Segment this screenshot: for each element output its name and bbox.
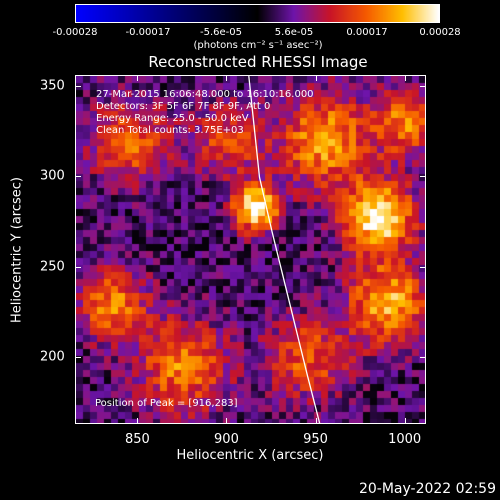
annotation-detectors: Detectors: 3F 5F 6F 7F 8F 9F, Att 0 (96, 101, 271, 112)
y-tick-mark (75, 176, 81, 178)
x-tick-mark (404, 418, 406, 424)
y-tick-label: 200 (40, 349, 65, 365)
heatmap-image (76, 76, 425, 423)
colorbar-tick-label: 0.00028 (419, 27, 461, 38)
annotation-counts: Clean Total counts: 3.75E+03 (96, 125, 244, 136)
x-axis-label: Heliocentric X (arcsec) (176, 448, 324, 463)
y-tick-mark (420, 176, 426, 178)
annotation-peak: Position of Peak = [916,283] (95, 398, 238, 409)
limb-curve (248, 76, 321, 423)
colorbar (75, 4, 440, 23)
colorbar-tick-label: -0.00028 (52, 27, 98, 38)
x-tick-mark (315, 75, 317, 81)
x-tick-mark (226, 418, 228, 424)
x-tick-label: 1000 (388, 432, 422, 447)
y-tick-label: 250 (40, 259, 65, 275)
solar-limb-line (248, 76, 321, 423)
y-tick-mark (75, 266, 81, 268)
y-tick-mark (420, 266, 426, 268)
y-tick-mark (75, 357, 81, 359)
x-tick-mark (137, 75, 139, 81)
colorbar-tick-label: 0.00017 (346, 27, 388, 38)
x-tick-label: 900 (214, 432, 239, 447)
x-tick-mark (404, 75, 406, 81)
y-tick-label: 350 (40, 78, 65, 94)
annotation-energy: Energy Range: 25.0 - 50.0 keV (96, 113, 249, 124)
y-tick-mark (420, 357, 426, 359)
x-tick-label: 850 (124, 432, 150, 447)
x-tick-mark (226, 75, 228, 81)
x-tick-label: 950 (303, 432, 328, 447)
colorbar-tick-label: -0.00017 (125, 27, 171, 38)
annotation-time: 27-Mar-2015 16:06:48.000 to 16:10:16.000 (96, 89, 314, 100)
y-tick-mark (420, 85, 426, 87)
y-tick-label: 300 (40, 168, 65, 184)
x-tick-mark (315, 418, 317, 424)
colorbar-tick-label: -5.6e-05 (200, 27, 242, 38)
colorbar-units: (photons cm⁻² s⁻¹ asec⁻²) (193, 40, 323, 51)
timestamp: 20-May-2022 02:59 (358, 481, 496, 497)
y-axis-label: Heliocentric Y (arcsec) (9, 177, 25, 323)
y-tick-mark (75, 85, 81, 87)
plot-area: 27-Mar-2015 16:06:48.000 to 16:10:16.000… (75, 75, 426, 424)
chart-title: Reconstructed RHESSI Image (148, 53, 368, 71)
colorbar-tick-label: 5.6e-05 (274, 27, 314, 38)
x-tick-mark (137, 418, 139, 424)
